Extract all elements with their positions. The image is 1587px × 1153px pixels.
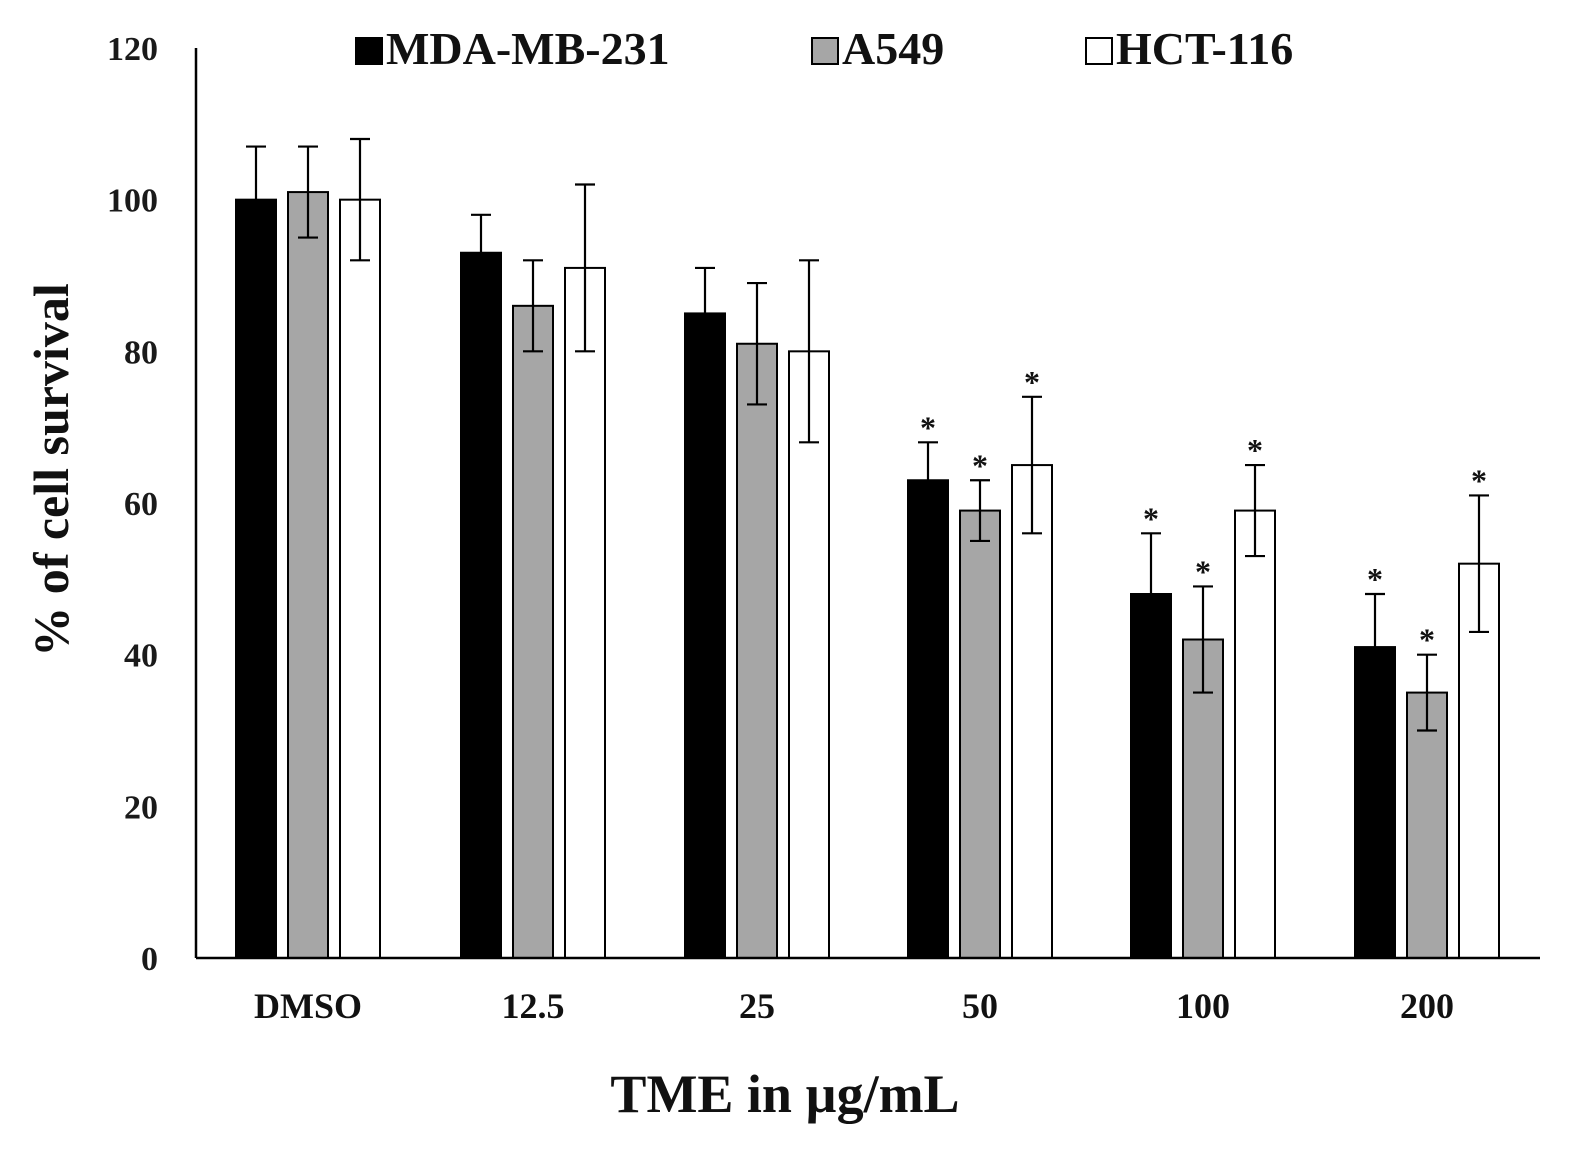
significance-star: * xyxy=(1024,364,1040,400)
legend-label: HCT-116 xyxy=(1116,23,1293,74)
x-tick-label: 12.5 xyxy=(502,986,565,1026)
y-tick-label: 40 xyxy=(124,638,158,675)
significance-star: * xyxy=(1247,432,1263,468)
bar-a549-2 xyxy=(736,342,778,959)
legend-label: A549 xyxy=(842,23,944,74)
x-tick-label: 25 xyxy=(739,986,775,1026)
y-tick-label: 80 xyxy=(124,334,158,371)
bar-hct-116-3 xyxy=(1011,464,1053,959)
x-tick-label: 100 xyxy=(1176,986,1230,1026)
x-tick-label: 200 xyxy=(1400,986,1454,1026)
significance-star: * xyxy=(1195,553,1211,589)
bar-hct-116-4 xyxy=(1234,509,1276,959)
bar-mda-mb-231-0 xyxy=(235,198,277,959)
y-tick-label: 20 xyxy=(124,789,158,826)
bar-a549-5 xyxy=(1406,691,1448,959)
y-axis-title: % of cell survival xyxy=(23,283,79,657)
bar-hct-116-0 xyxy=(339,198,381,959)
bar-hct-116-1 xyxy=(564,266,606,959)
legend-swatch-mda-mb-231 xyxy=(355,37,383,65)
y-tick-label: 60 xyxy=(124,486,158,523)
y-tick-label: 100 xyxy=(107,183,158,220)
x-tick-label: 50 xyxy=(962,986,998,1026)
bar-a549-0 xyxy=(287,191,329,960)
significance-star: * xyxy=(1471,462,1487,498)
legend-swatch-hct-116 xyxy=(1085,37,1113,65)
significance-star: * xyxy=(972,447,988,483)
bar-a549-3 xyxy=(959,509,1001,959)
significance-star: * xyxy=(1143,500,1159,536)
bar-mda-mb-231-2 xyxy=(684,312,726,959)
x-tick-label: DMSO xyxy=(254,986,362,1026)
x-axis-category-labels: DMSO 12.5 25 50 100 200 xyxy=(254,986,1454,1026)
bar-hct-116-2 xyxy=(788,350,830,960)
legend-swatch-a549 xyxy=(811,37,839,65)
y-tick-label: 0 xyxy=(141,941,158,978)
significance-star: * xyxy=(1419,622,1435,658)
axes xyxy=(194,48,1540,960)
x-axis-title: TME in µg/mL xyxy=(610,1064,959,1124)
bar-mda-mb-231-3 xyxy=(907,479,949,959)
bar-mda-mb-231-1 xyxy=(460,251,502,959)
significance-star: * xyxy=(920,409,936,445)
bars-group: * * * * * * * * * xyxy=(235,137,1500,960)
y-tick-label: 120 xyxy=(107,31,158,68)
bar-a549-1 xyxy=(512,304,554,960)
y-axis-ticks: 0 20 40 60 80 100 120 xyxy=(107,31,158,978)
legend-label: MDA-MB-231 xyxy=(386,23,670,74)
significance-star: * xyxy=(1367,561,1383,597)
legend: MDA-MB-231 A549 HCT-116 xyxy=(355,23,1293,74)
